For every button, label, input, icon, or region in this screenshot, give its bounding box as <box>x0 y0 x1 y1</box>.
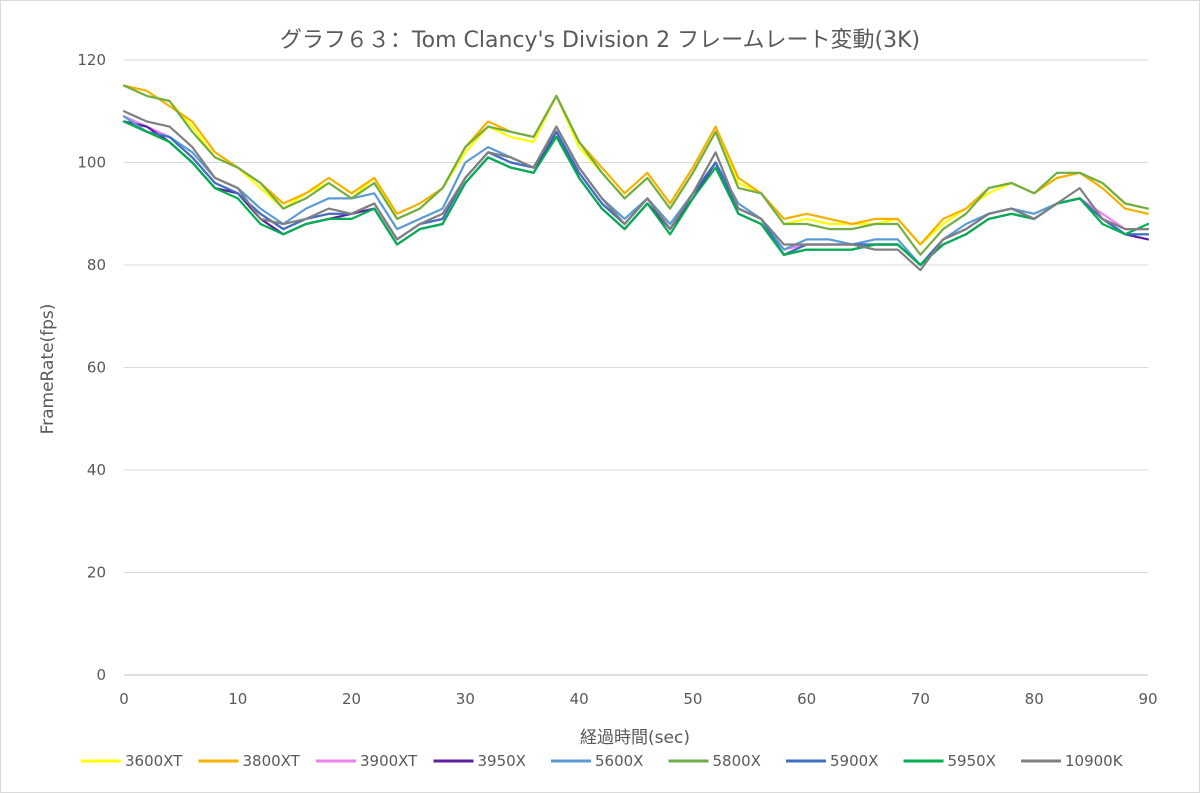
legend-item-5950x: 5950X <box>903 752 996 770</box>
legend-item-3800xt: 3800XT <box>198 752 301 770</box>
gridlines <box>124 59 1148 676</box>
chart-title: グラフ６３：Tom Clancy's Division 2 フレームレート変動(… <box>280 28 920 53</box>
x-tick-label: 70 <box>911 690 930 708</box>
y-tick-label: 40 <box>87 461 106 479</box>
x-tick-label: 10 <box>228 690 247 708</box>
legend-item-10900k: 10900K <box>1021 752 1124 770</box>
legend-label: 5600X <box>595 752 643 770</box>
y-tick-label: 120 <box>77 51 106 69</box>
legend-item-5600x: 5600X <box>551 752 643 770</box>
series-line-5800x <box>122 84 1150 256</box>
x-tick-label: 30 <box>456 690 475 708</box>
legend-item-3900xt: 3900XT <box>316 752 418 770</box>
x-tick-label: 60 <box>797 690 816 708</box>
x-axis-label: 経過時間(sec) <box>580 728 690 748</box>
y-tick-label: 60 <box>87 359 106 377</box>
x-tick-label: 90 <box>1138 690 1157 708</box>
x-axis-ticks: 0 10 20 30 40 50 60 70 80 90 <box>119 690 1157 708</box>
series-line-3800xt <box>122 84 1150 246</box>
series-line-5900x <box>122 120 1150 267</box>
legend-label: 5800X <box>713 752 761 770</box>
y-axis-label: FrameRate(fps) <box>38 304 58 435</box>
legend-item-3950x: 3950X <box>433 752 526 770</box>
series-line-3950x <box>122 120 1150 267</box>
y-tick-label: 0 <box>96 666 106 684</box>
legend-item-3600xt: 3600XT <box>81 752 183 770</box>
legend-label: 5900X <box>830 752 878 770</box>
legend-label: 10900K <box>1065 752 1124 770</box>
y-axis-ticks: 0 20 40 60 80 100 120 <box>77 51 106 684</box>
x-tick-label: 80 <box>1025 690 1044 708</box>
x-tick-label: 40 <box>570 690 589 708</box>
series-line-5600x <box>122 115 1150 267</box>
legend: 3600XT 3800XT 3900XT 3950X 5600X 5800X 5900X 59… <box>81 752 1124 770</box>
x-tick-label: 0 <box>119 690 129 708</box>
y-tick-label: 100 <box>77 154 106 172</box>
y-tick-label: 20 <box>87 564 106 582</box>
series-lines <box>122 84 1150 272</box>
x-tick-label: 50 <box>683 690 702 708</box>
legend-item-5900x: 5900X <box>786 752 878 770</box>
series-line-10900k <box>122 110 1150 272</box>
x-tick-label: 20 <box>342 690 361 708</box>
legend-label: 3600XT <box>125 752 183 770</box>
legend-label: 3900XT <box>360 752 418 770</box>
legend-label: 5950X <box>948 752 996 770</box>
legend-label: 3950X <box>478 752 526 770</box>
legend-label: 3800XT <box>243 752 301 770</box>
y-tick-label: 80 <box>87 256 106 274</box>
series-line-5950x <box>122 120 1150 267</box>
legend-item-5800x: 5800X <box>668 752 761 770</box>
